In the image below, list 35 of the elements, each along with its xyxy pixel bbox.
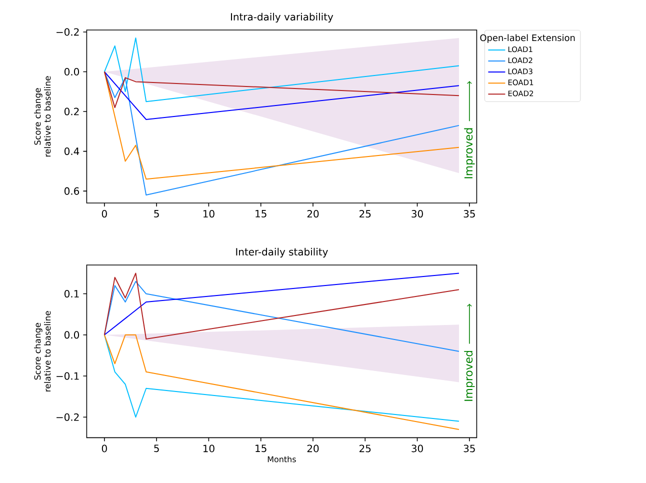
- x-tick-label: 35: [464, 210, 475, 218]
- y-axis-title: Score change relative to baseline: [34, 311, 51, 392]
- y-tick-label: 0.1: [64, 290, 79, 298]
- y-tick-label: 0.4: [64, 148, 80, 156]
- y-tick-label: 0.0: [64, 331, 80, 339]
- x-tick-label: 30: [412, 210, 423, 218]
- chart-title: Intra-daily variability: [230, 12, 334, 23]
- annotation: Improved: [464, 128, 475, 178]
- line-series: [104, 280, 460, 352]
- annotation: Improved: [464, 350, 475, 401]
- x-tick-label: 35: [464, 444, 475, 452]
- x-tick-label: 15: [256, 444, 266, 452]
- x-tick-label: 15: [256, 210, 266, 218]
- x-tick-label: 20: [307, 444, 319, 452]
- line-series: [104, 37, 460, 102]
- x-tick-label: 30: [412, 444, 423, 452]
- x-tick-label: 10: [203, 444, 214, 452]
- y-tick-label: −0.1: [56, 372, 79, 380]
- chart-title: Inter-daily stability: [236, 248, 328, 258]
- y-tick-label: −0.2: [56, 413, 79, 421]
- x-tick-label: 25: [360, 210, 371, 218]
- legend-title: Open-label Extension: [480, 34, 575, 43]
- x-tick-label: 10: [203, 210, 214, 218]
- y-tick-label: 0.0: [64, 68, 80, 76]
- x-tick-label: 0: [102, 210, 107, 218]
- line-series: [104, 71, 460, 108]
- x-tick-label: 5: [154, 444, 159, 452]
- y-tick-label: −0.2: [56, 28, 79, 36]
- x-tick-label: 25: [360, 444, 371, 452]
- y-axis-title: Score change relative to baseline: [34, 76, 51, 157]
- y-tick-label: 0.2: [64, 108, 79, 116]
- x-tick-label: 0: [102, 444, 107, 452]
- x-tick-label: 20: [307, 210, 319, 218]
- y-tick-label: 0.6: [64, 187, 80, 195]
- x-tick-label: 5: [154, 210, 159, 218]
